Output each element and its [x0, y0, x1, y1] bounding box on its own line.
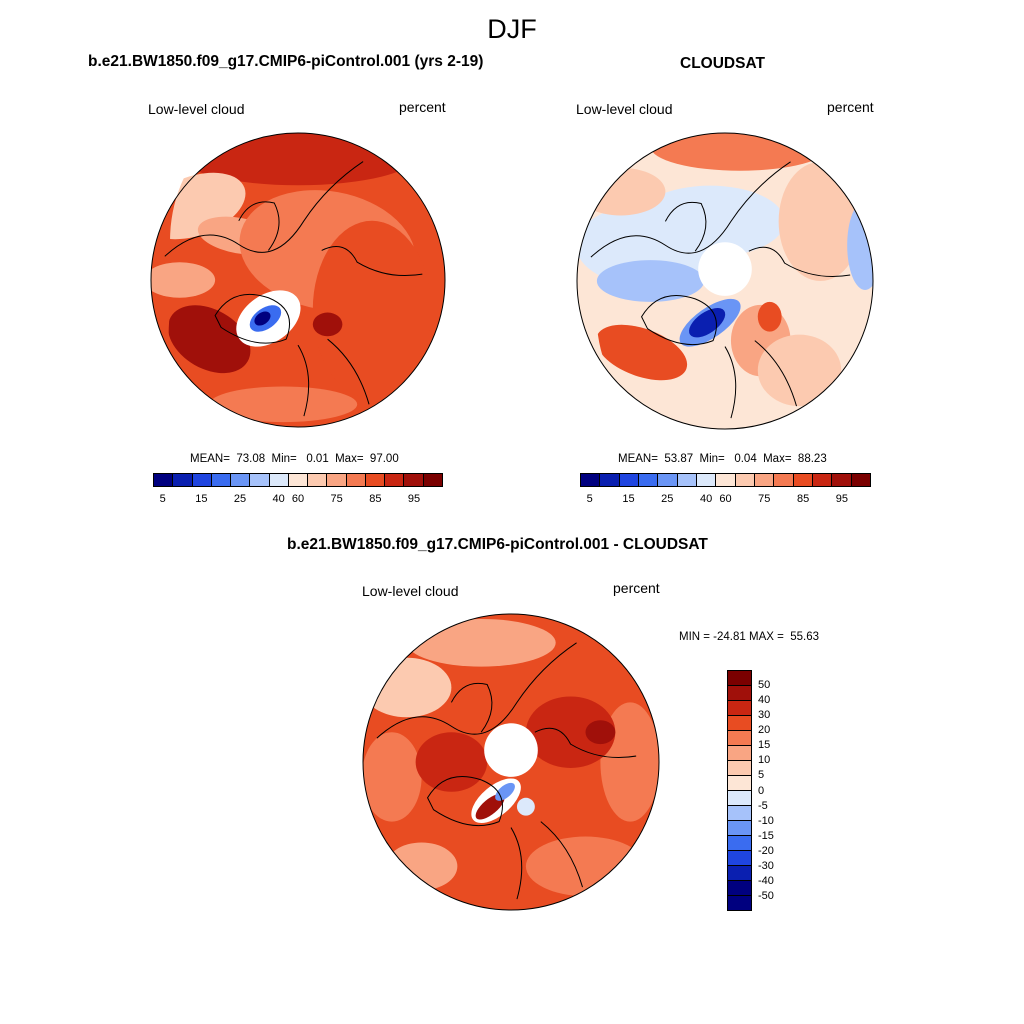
colorbar-swatch: [735, 474, 755, 486]
colorbar-tick-label: 5: [758, 769, 765, 782]
colorbar-swatch: [728, 836, 751, 851]
panel-2-colorbar-ticks: 5 15 25 40 60 75 85 95: [580, 493, 871, 507]
colorbar-tick-label: 95: [407, 493, 421, 505]
colorbar-tick-label: 30: [758, 709, 771, 722]
panel-2-units-label: percent: [827, 99, 874, 115]
colorbar-swatch: [728, 701, 751, 716]
colorbar-tick-label: -20: [758, 844, 774, 857]
panel-3-stats: MIN = -24.81 MAX = 55.63: [679, 631, 819, 643]
colorbar-tick-label: 60: [291, 493, 305, 505]
colorbar-tick-label: 85: [796, 493, 810, 505]
colorbar-swatch: [250, 474, 270, 486]
colorbar-swatch: [728, 881, 751, 896]
colorbar-tick-label: -5: [758, 799, 768, 812]
colorbar-swatch: [600, 474, 620, 486]
colorbar-swatch: [677, 474, 697, 486]
panel-1-stats: MEAN= 73.08 Min= 0.01 Max= 97.00: [190, 453, 399, 465]
colorbar-swatch: [385, 474, 405, 486]
colorbar-tick-label: -15: [758, 829, 774, 842]
panel-2-variable-label: Low-level cloud: [576, 101, 673, 117]
colorbar-swatch: [728, 791, 751, 806]
colorbar-tick-label: 75: [330, 493, 343, 505]
panel-3-variable-label: Low-level cloud: [362, 583, 459, 599]
panel-1-colorbar-ticks: 5 15 25 40 60 75 85 95: [153, 493, 443, 507]
colorbar-swatch: [423, 474, 442, 486]
panel-1-polar-map: [143, 132, 446, 428]
colorbar-tick-label: -10: [758, 814, 774, 827]
panel-2-colorbar: [580, 473, 871, 487]
colorbar-swatch: [793, 474, 813, 486]
colorbar-tick-label: 40: [699, 493, 713, 505]
colorbar-swatch: [231, 474, 251, 486]
colorbar-tick-label: -50: [758, 889, 774, 902]
colorbar-swatch: [728, 746, 751, 761]
colorbar-tick-label: 60: [719, 493, 732, 505]
colorbar-tick-label: 15: [622, 493, 635, 505]
colorbar-swatch: [728, 776, 751, 791]
panel-1-units-label: percent: [399, 99, 446, 115]
season-title: DJF: [487, 14, 537, 44]
colorbar-tick-label: -30: [758, 859, 774, 872]
colorbar-swatch: [728, 671, 751, 686]
panel-1-title: b.e21.BW1850.f09_g17.CMIP6-piControl.001…: [88, 53, 484, 70]
panel-2-polar-map: [576, 132, 874, 430]
colorbar-tick-label: 75: [758, 493, 771, 505]
colorbar-swatch: [638, 474, 659, 486]
colorbar-swatch: [192, 474, 212, 486]
colorbar-tick-label: 95: [835, 493, 849, 505]
colorbar-tick-label: 5: [586, 493, 593, 505]
colorbar-tick-label: -40: [758, 874, 774, 887]
colorbar-tick-label: 0: [758, 784, 765, 797]
panel-3-colorbar: [727, 670, 752, 911]
colorbar-swatch: [173, 474, 193, 486]
colorbar-swatch: [728, 851, 751, 866]
colorbar-tick-label: 15: [758, 739, 771, 752]
colorbar-tick-label: 25: [233, 493, 247, 505]
colorbar-swatch: [774, 474, 794, 486]
panel-2-stats: MEAN= 53.87 Min= 0.04 Max= 88.23: [618, 453, 827, 465]
colorbar-swatch: [308, 474, 328, 486]
colorbar-swatch: [851, 474, 870, 486]
colorbar-swatch: [404, 474, 424, 486]
colorbar-swatch: [658, 474, 678, 486]
colorbar-swatch: [288, 474, 309, 486]
colorbar-swatch: [812, 474, 833, 486]
panel-3-polar-map: [362, 613, 660, 911]
colorbar-tick-label: 40: [758, 694, 771, 707]
colorbar-swatch: [728, 806, 751, 821]
colorbar-swatch: [728, 686, 751, 701]
colorbar-tick-label: 40: [272, 493, 285, 505]
colorbar-swatch: [728, 896, 751, 910]
colorbar-tick-label: 25: [661, 493, 674, 505]
colorbar-tick-label: 15: [195, 493, 208, 505]
colorbar-tick-label: 50: [758, 679, 771, 692]
panel-1-colorbar: [153, 473, 443, 487]
colorbar-swatch: [581, 474, 601, 486]
colorbar-swatch: [269, 474, 289, 486]
panel-3-title: b.e21.BW1850.f09_g17.CMIP6-piControl.001…: [287, 536, 708, 553]
colorbar-swatch: [211, 474, 232, 486]
colorbar-swatch: [154, 474, 174, 486]
colorbar-swatch: [728, 761, 751, 776]
colorbar-swatch: [365, 474, 386, 486]
colorbar-swatch: [754, 474, 775, 486]
colorbar-swatch: [346, 474, 366, 486]
colorbar-swatch: [728, 716, 751, 731]
colorbar-swatch: [716, 474, 736, 486]
colorbar-swatch: [832, 474, 852, 486]
colorbar-tick-label: 20: [758, 724, 771, 737]
panel-1-variable-label: Low-level cloud: [148, 101, 245, 117]
colorbar-swatch: [728, 821, 751, 836]
colorbar-tick-label: 85: [369, 493, 382, 505]
colorbar-swatch: [696, 474, 717, 486]
colorbar-swatch: [728, 866, 751, 881]
panel-3-units-label: percent: [613, 580, 660, 596]
colorbar-tick-label: 10: [758, 754, 771, 767]
panel-2-title: CLOUDSAT: [680, 55, 765, 72]
panel-3-colorbar-ticks: 50 40 30 20 15 10 5 0 -5 -10 -15 -20 -30 -40 -50: [758, 670, 798, 911]
colorbar-swatch: [619, 474, 639, 486]
colorbar-swatch: [327, 474, 347, 486]
colorbar-swatch: [728, 731, 751, 746]
colorbar-tick-label: 5: [159, 493, 166, 505]
